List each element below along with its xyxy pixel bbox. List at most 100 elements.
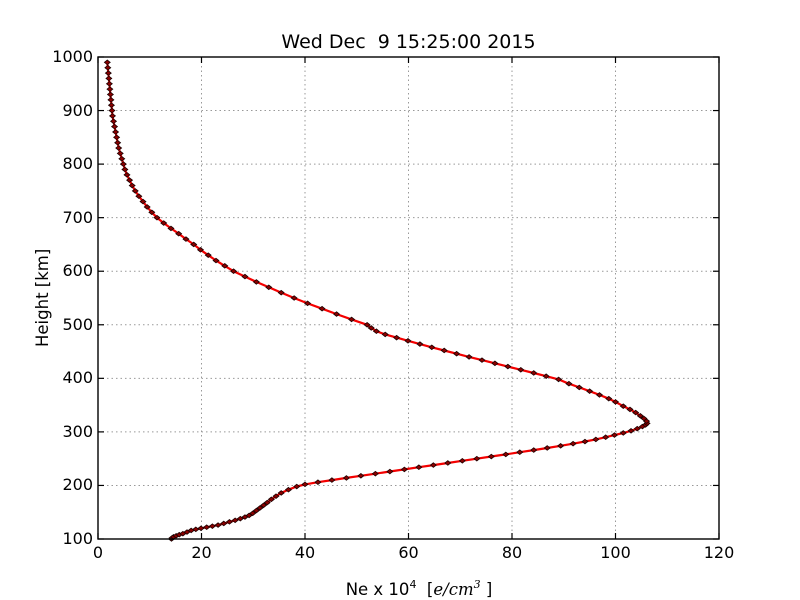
data-marker bbox=[108, 113, 117, 119]
data-marker bbox=[190, 241, 198, 248]
data-marker bbox=[105, 75, 113, 82]
data-marker bbox=[256, 505, 264, 511]
data-marker bbox=[530, 370, 538, 376]
data-marker bbox=[260, 502, 268, 509]
data-marker bbox=[128, 182, 136, 189]
y-tick-label: 400 bbox=[62, 368, 93, 388]
data-marker bbox=[293, 483, 301, 490]
data-marker bbox=[301, 481, 309, 488]
data-marker bbox=[453, 350, 461, 357]
data-marker bbox=[465, 354, 473, 360]
data-marker bbox=[204, 252, 212, 258]
data-marker bbox=[121, 166, 129, 173]
data-marker bbox=[602, 434, 610, 441]
y-tick-label: 500 bbox=[62, 314, 93, 334]
data-marker bbox=[252, 507, 260, 514]
data-marker bbox=[263, 499, 271, 506]
data-marker bbox=[595, 392, 604, 398]
data-marker bbox=[611, 399, 620, 405]
y-tick-label: 900 bbox=[62, 100, 93, 120]
data-marker bbox=[416, 341, 424, 347]
data-marker bbox=[348, 316, 356, 323]
data-marker bbox=[196, 246, 205, 253]
data-marker bbox=[277, 490, 285, 496]
data-marker bbox=[160, 220, 168, 226]
data-marker bbox=[241, 273, 249, 280]
data-marker bbox=[557, 443, 565, 449]
data-marker bbox=[565, 380, 573, 387]
data-marker bbox=[109, 118, 118, 125]
data-marker bbox=[627, 428, 635, 434]
series-markers bbox=[103, 59, 651, 542]
data-marker bbox=[290, 295, 298, 301]
data-marker bbox=[404, 338, 412, 344]
y-tick-label: 100 bbox=[62, 529, 93, 548]
y-tick-label: 700 bbox=[62, 207, 93, 227]
data-marker bbox=[372, 328, 380, 335]
data-marker bbox=[104, 70, 112, 76]
x-axis-label-exponent: 4 bbox=[409, 578, 417, 591]
data-marker bbox=[393, 334, 401, 341]
data-marker bbox=[619, 430, 627, 436]
data-marker bbox=[143, 204, 151, 210]
data-marker bbox=[367, 325, 375, 331]
data-marker bbox=[119, 161, 127, 167]
data-marker bbox=[220, 520, 228, 527]
data-marker bbox=[108, 107, 116, 114]
data-marker bbox=[429, 462, 437, 468]
data-marker bbox=[304, 300, 312, 307]
data-marker bbox=[605, 395, 613, 402]
data-marker bbox=[592, 436, 600, 443]
x-tick-label: 80 bbox=[501, 543, 523, 562]
data-marker bbox=[400, 466, 408, 473]
data-marker bbox=[575, 384, 583, 391]
data-marker bbox=[272, 493, 280, 499]
data-marker bbox=[126, 177, 134, 183]
data-marker bbox=[118, 155, 126, 162]
x-axis-label-bracket-close: ] bbox=[480, 580, 493, 599]
data-marker bbox=[504, 363, 512, 370]
y-tick-label: 1000 bbox=[52, 47, 93, 66]
data-marker bbox=[230, 268, 238, 275]
data-marker bbox=[502, 451, 510, 458]
data-marker bbox=[148, 209, 156, 216]
data-marker bbox=[328, 477, 336, 483]
data-marker bbox=[633, 425, 641, 432]
data-marker bbox=[252, 279, 260, 285]
data-marker bbox=[610, 432, 619, 438]
data-marker bbox=[203, 524, 211, 531]
data-marker bbox=[115, 145, 123, 151]
data-marker bbox=[167, 225, 175, 232]
data-marker bbox=[357, 472, 365, 479]
y-tick-label: 800 bbox=[62, 154, 93, 174]
data-marker bbox=[103, 59, 111, 66]
data-marker bbox=[415, 464, 423, 471]
data-marker bbox=[318, 305, 326, 312]
data-marker bbox=[640, 415, 648, 422]
data-marker bbox=[139, 198, 147, 205]
data-marker bbox=[208, 523, 216, 529]
plot-frame bbox=[97, 56, 720, 540]
grid-lines bbox=[98, 57, 719, 539]
data-marker bbox=[314, 479, 322, 486]
data-marker bbox=[581, 438, 589, 445]
data-marker bbox=[516, 449, 524, 456]
data-marker bbox=[182, 236, 190, 242]
data-marker bbox=[284, 486, 292, 493]
data-marker bbox=[487, 453, 495, 460]
x-axis-label-bracket-open: [ bbox=[416, 580, 434, 599]
data-marker bbox=[214, 522, 222, 528]
data-marker bbox=[458, 457, 466, 464]
data-marker bbox=[543, 445, 551, 451]
data-marker bbox=[107, 102, 115, 109]
data-marker bbox=[197, 525, 205, 532]
data-marker bbox=[333, 311, 341, 317]
x-axis-label-unit: e/cm bbox=[433, 580, 474, 599]
data-marker bbox=[381, 331, 389, 338]
data-marker bbox=[626, 406, 634, 413]
data-marker bbox=[619, 403, 627, 409]
data-marker bbox=[478, 357, 486, 363]
data-marker bbox=[363, 321, 371, 328]
data-curve bbox=[103, 59, 651, 542]
